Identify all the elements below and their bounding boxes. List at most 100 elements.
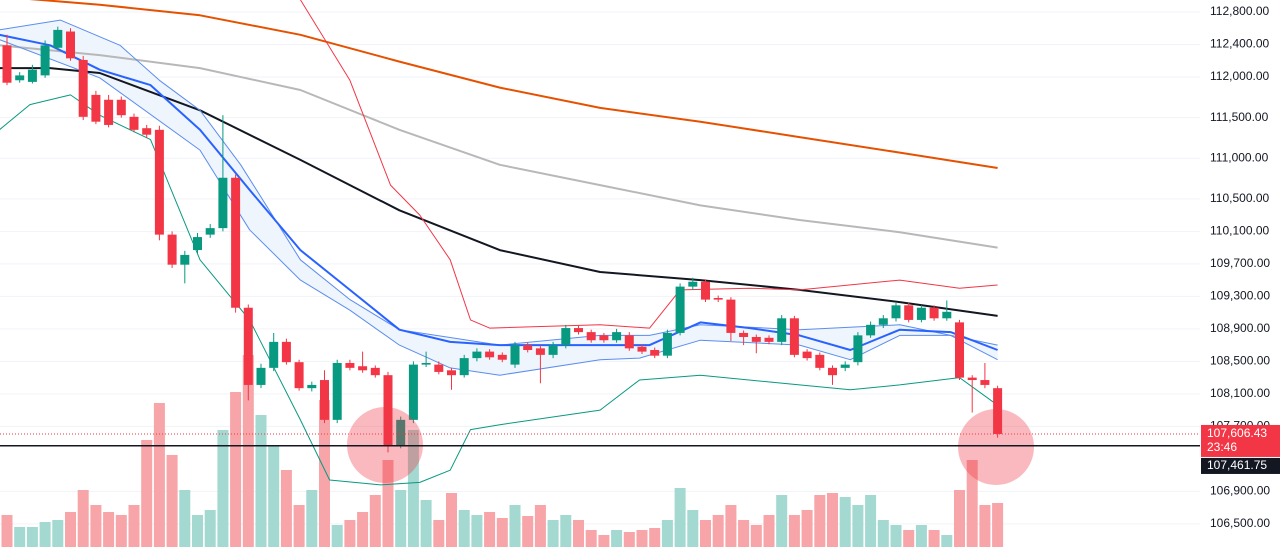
candle-body xyxy=(294,362,304,389)
volume-bar xyxy=(509,505,521,547)
candle-body xyxy=(777,318,787,342)
volume-bar xyxy=(280,470,292,547)
y-tick-label: 108,500.00 xyxy=(1210,354,1270,368)
volume-bar xyxy=(458,510,470,547)
candle-body xyxy=(142,128,152,135)
candle-body xyxy=(993,388,1003,434)
volume-bar xyxy=(382,460,394,547)
candle-body xyxy=(459,358,469,376)
volume-bar xyxy=(103,512,115,547)
indicator-line xyxy=(299,0,998,329)
volume-bar xyxy=(204,510,216,547)
candle-body xyxy=(472,351,482,359)
volume-bar xyxy=(573,520,584,547)
y-tick-label: 110,500.00 xyxy=(1210,191,1269,205)
volume-bar xyxy=(192,515,203,547)
y-tick-label: 109,300.00 xyxy=(1210,289,1270,303)
volume-bar xyxy=(674,488,686,547)
volume-bar xyxy=(293,505,305,547)
volume-bar xyxy=(534,505,546,547)
y-tick-label: 108,100.00 xyxy=(1210,386,1270,400)
volume-bar xyxy=(725,505,737,547)
volume-bar xyxy=(827,493,838,547)
candle-body xyxy=(332,362,342,420)
volume-bar xyxy=(357,512,369,547)
candle-body xyxy=(955,322,964,378)
candle-body xyxy=(434,364,444,372)
volume-bar xyxy=(623,532,635,547)
candle-body xyxy=(218,177,228,229)
volume-bar xyxy=(128,505,140,547)
volume-bar xyxy=(852,505,864,547)
candle-body xyxy=(764,337,774,342)
indicator-line xyxy=(0,33,998,351)
candle-body xyxy=(789,318,799,355)
volume-bar xyxy=(115,515,127,547)
candle-body xyxy=(129,116,139,130)
candle-body xyxy=(612,332,622,341)
volume-bar xyxy=(433,520,445,547)
volume-bar xyxy=(344,520,356,547)
volume-bar xyxy=(153,403,165,547)
candle-body xyxy=(370,367,380,376)
indicator-line xyxy=(0,67,998,317)
candle-body xyxy=(307,384,317,389)
volume-bar xyxy=(471,515,483,547)
candle-body xyxy=(421,362,431,365)
candle-body xyxy=(53,29,63,48)
volume-bar xyxy=(992,503,1004,547)
volume-bar xyxy=(90,505,102,547)
candle-body xyxy=(739,332,749,337)
candle-body xyxy=(269,341,279,368)
y-tick-label: 106,900.00 xyxy=(1210,484,1270,498)
volume-bar xyxy=(547,520,559,547)
candle-body xyxy=(561,328,571,346)
candle-body xyxy=(345,362,355,368)
candle-body xyxy=(193,237,202,251)
candle-body xyxy=(497,354,507,360)
volume-bar xyxy=(738,520,750,547)
volume-bar xyxy=(369,495,381,547)
volume-bar xyxy=(636,530,648,547)
volume-bar xyxy=(700,520,711,547)
volume-bar xyxy=(903,530,915,547)
volume-bar xyxy=(598,535,610,547)
y-tick-label: 112,000.00 xyxy=(1210,69,1269,83)
candle-body xyxy=(408,364,418,420)
volume-bar xyxy=(966,460,978,547)
candle-body xyxy=(929,307,939,319)
candle-body xyxy=(637,346,647,352)
candle-body xyxy=(104,99,114,125)
plot-area xyxy=(0,0,1200,547)
candle-body xyxy=(878,318,888,325)
candle-body xyxy=(701,281,710,300)
candle-body xyxy=(980,380,990,385)
volume-bar xyxy=(230,392,242,547)
countdown-label: 23:46 xyxy=(1207,440,1237,454)
candle-body xyxy=(91,94,101,122)
candle-body xyxy=(116,99,126,116)
candle-body xyxy=(726,299,736,333)
indicator-line xyxy=(0,44,998,249)
volume-bar xyxy=(319,400,330,547)
candle-body xyxy=(383,375,393,446)
candle-body xyxy=(27,69,37,82)
volume-bar xyxy=(179,490,191,547)
candle-body xyxy=(942,311,952,319)
candle-body xyxy=(802,351,812,359)
volume-bar xyxy=(661,520,673,547)
candle-body xyxy=(2,45,12,83)
indicator-line xyxy=(29,0,998,169)
candle-body xyxy=(167,234,177,265)
candle-body xyxy=(688,281,698,287)
last-price-tag xyxy=(1201,424,1280,457)
volume-bar xyxy=(1,515,13,547)
candle-body xyxy=(78,59,88,117)
candle-body xyxy=(650,349,660,356)
y-tick-label: 112,400.00 xyxy=(1210,37,1269,51)
volume-bar xyxy=(763,515,775,547)
y-tick-label: 109,700.00 xyxy=(1210,256,1270,270)
volume-bar xyxy=(65,512,76,547)
volume-bar xyxy=(331,525,343,547)
